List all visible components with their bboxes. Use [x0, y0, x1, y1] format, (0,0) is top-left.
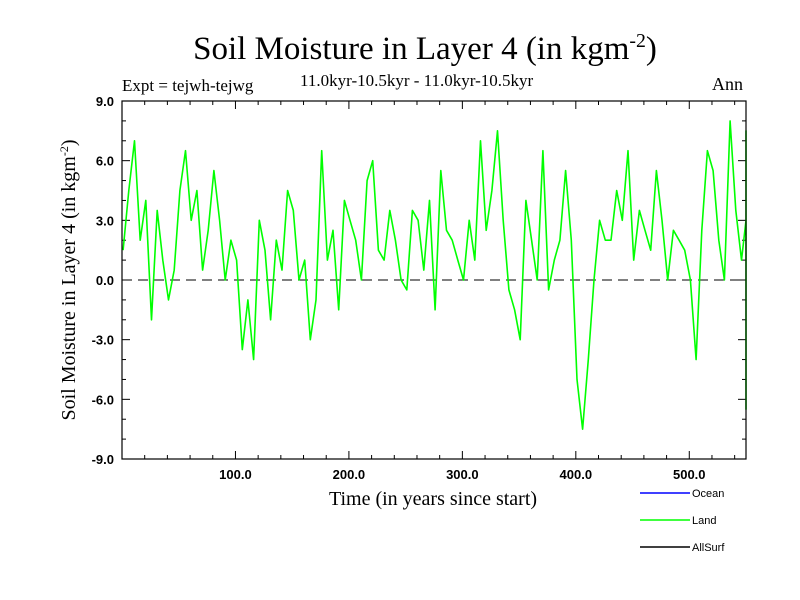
x-tick-label: 400.0	[560, 467, 593, 482]
y-tick-label: -9.0	[92, 452, 114, 467]
y-tick-label: -3.0	[92, 333, 114, 348]
chart-title-end: )	[645, 31, 657, 67]
x-axis-label: Time (in years since start)	[329, 488, 537, 510]
y-tick-labels: -9.0 -6.0 -3.0 0.0 3.0 6.0 9.0	[92, 94, 114, 467]
y-tick-label: 0.0	[96, 273, 114, 288]
y-axis-label: Soil Moisture in Layer 4 (in kgm-2)	[57, 139, 80, 420]
chart-title-text: Soil Moisture in Layer 4 (in kgm	[193, 31, 630, 67]
y-tick-label: 6.0	[96, 154, 114, 169]
legend: Ocean Land AllSurf	[640, 488, 725, 554]
season-label: Ann	[712, 74, 743, 94]
y-tick-label: 9.0	[96, 94, 114, 109]
x-tick-label: 200.0	[333, 467, 366, 482]
x-tick-label: 300.0	[446, 467, 479, 482]
x-tick-label: 500.0	[673, 467, 706, 482]
y-axis-label-superscript: -2	[57, 146, 71, 156]
x-tick-labels: 100.0 200.0 300.0 400.0 500.0	[219, 467, 705, 482]
legend-label-ocean: Ocean	[692, 488, 724, 500]
legend-label-allsurf: AllSurf	[692, 542, 725, 554]
experiment-label: Expt = tejwh-tejwg	[122, 76, 254, 95]
chart-title-superscript: -2	[629, 30, 646, 52]
land-series-line	[122, 120, 747, 431]
chart-title: Soil Moisture in Layer 4 (in kgm-2)	[0, 30, 800, 68]
y-tick-label: -6.0	[92, 392, 114, 407]
y-axis-label-text: Soil Moisture in Layer 4 (in kgm	[58, 156, 80, 421]
x-tick-label: 100.0	[219, 467, 252, 482]
x-axis-ticks	[144, 101, 736, 459]
plot-frame	[121, 100, 747, 460]
y-axis-label-end: )	[58, 139, 80, 146]
legend-label-land: Land	[692, 515, 716, 527]
chart-subtitle: 11.0kyr-10.5kyr - 11.0kyr-10.5kyr	[300, 71, 534, 90]
y-tick-label: 3.0	[96, 213, 114, 228]
